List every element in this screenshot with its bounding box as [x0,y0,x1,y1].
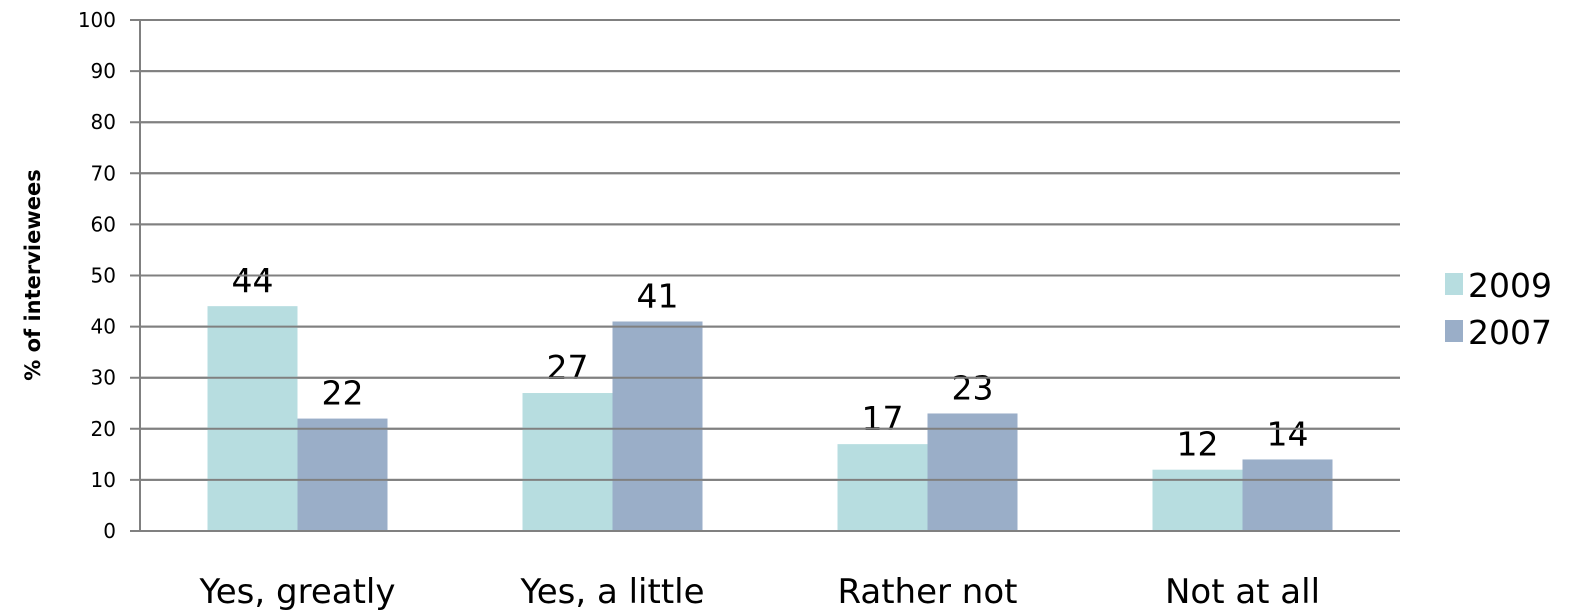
bar-2009-2 [837,444,928,531]
data-label: 17 [862,399,904,438]
bar-2007-2 [927,413,1018,531]
legend-swatch-2009 [1445,273,1463,295]
data-label: 41 [637,276,679,315]
y-tick-label: 100 [78,8,116,32]
bar-2009-0 [207,306,298,531]
gridlines-overlay [130,19,1400,532]
data-label: 14 [1267,414,1309,453]
data-label: 12 [1177,425,1219,464]
y-tick-label: 40 [91,315,116,339]
y-tick-label: 0 [103,519,116,543]
legend: 2009 2007 [1445,266,1552,352]
y-axis-label: % of interviewees [21,169,45,381]
bars [207,306,1333,531]
y-tick-label: 70 [91,161,116,185]
y-tick-label: 20 [91,417,116,441]
y-tick-label: 10 [91,468,116,492]
y-tick-label: 80 [91,110,116,134]
y-tick-label: 90 [91,59,116,83]
category-label: Rather not [838,572,1018,612]
bar-2009-3 [1152,469,1243,531]
y-tick-label: 30 [91,366,116,390]
category-labels: Yes, greatly Yes, a little Rather not Not a… [199,572,1321,612]
bar-2007-0 [297,418,388,531]
data-label: 22 [322,374,364,413]
y-tick-label: 50 [91,264,116,288]
category-label: Yes, a little [519,572,704,612]
legend-label: 2009 [1468,266,1552,305]
bar-2007-3 [1242,459,1333,531]
data-labels: 44 22 27 41 17 23 12 14 [232,261,1309,464]
data-label: 27 [547,348,589,387]
y-tick-label: 60 [91,212,116,236]
legend-swatch-2007 [1445,320,1463,342]
bar-2009-1 [522,393,613,531]
category-label: Not at all [1165,572,1320,612]
y-axis-ticks: 0 10 20 30 40 50 60 70 80 90 100 [78,8,116,543]
legend-label: 2007 [1468,313,1552,352]
data-label: 23 [952,368,994,407]
category-label: Yes, greatly [199,572,396,612]
bar-2007-1 [612,321,703,531]
data-label: 44 [232,261,274,300]
